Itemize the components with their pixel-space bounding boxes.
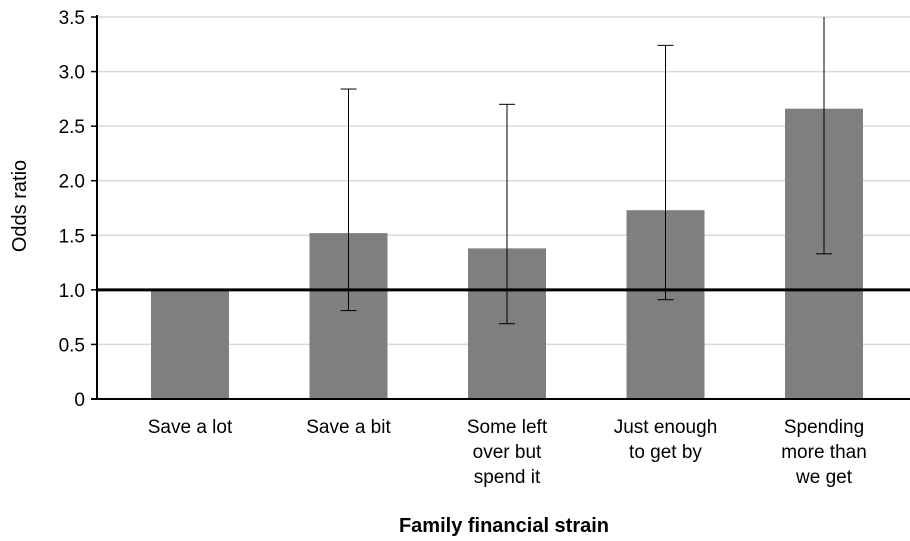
bar-0 [151,289,229,399]
error-bar-3 [657,44,674,301]
y-tick-label-5: 2.5 [59,117,85,138]
y-tick-label-0: 0 [74,390,85,411]
x-axis-title: Family financial strain [399,515,609,537]
y-tick-label-7: 3.5 [59,8,85,29]
y-tick-label-4: 2.0 [59,172,85,193]
y-tick-label-1: 0.5 [59,335,85,356]
axes [91,15,910,400]
y-tick-label-3: 1.5 [59,226,85,247]
x-category-label-3: Just enough to get by [614,417,718,463]
error-bars [340,17,832,325]
error-bar-4 [816,17,832,255]
x-category-labels: Save a lot Save a bit Some left over but spe… [148,417,867,488]
y-tick-labels: 0 0.5 1.0 1.5 2.0 2.5 3.0 3.5 [59,8,85,411]
x-category-label-1: Save a bit [306,417,391,438]
y-tick-label-6: 3.0 [59,63,85,84]
x-category-label-0: Save a lot [148,417,233,438]
y-tick-label-2: 1.0 [59,281,85,302]
y-axis-title: Odds ratio [9,160,31,252]
x-category-label-2: Some left over but spend it [467,417,548,488]
x-category-label-4: Spending more than we get [781,417,867,488]
error-bar-2 [499,103,515,325]
error-bar-1 [340,88,357,312]
